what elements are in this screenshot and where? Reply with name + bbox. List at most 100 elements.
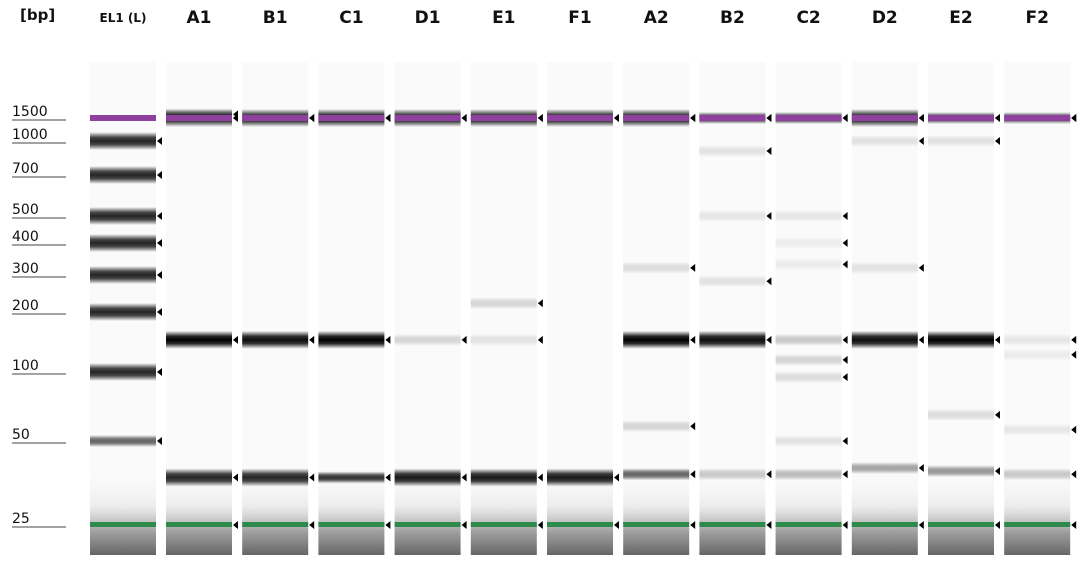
upper-marker: [470, 115, 537, 121]
upper-marker: [394, 115, 461, 121]
ladder-tick-label: 400: [12, 229, 39, 245]
sample-lane-label: E1: [492, 8, 516, 28]
band: [166, 468, 232, 487]
band-marker-arrow: [309, 521, 315, 529]
band-marker-arrow: [918, 137, 924, 145]
band-marker-arrow: [918, 464, 924, 473]
band: [90, 303, 156, 321]
band: [623, 468, 690, 481]
band: [775, 237, 842, 249]
band: [699, 145, 766, 158]
band-marker-arrow: [690, 114, 696, 122]
lower-marker: [90, 522, 156, 527]
ladder-tick-label: 1000: [12, 127, 48, 143]
lower-marker: [775, 522, 842, 527]
band: [318, 471, 385, 484]
band-marker-arrow: [918, 263, 924, 272]
band: [90, 435, 156, 447]
upper-marker: [242, 115, 309, 121]
band-marker-arrow: [614, 521, 619, 529]
ladder-tick-label: 100: [12, 358, 39, 374]
band-marker-arrow: [995, 467, 1000, 476]
band: [318, 330, 385, 349]
band: [775, 258, 842, 271]
sample-lane-label: A1: [186, 8, 212, 28]
band-marker-arrow: [1071, 350, 1077, 359]
band-marker-arrow: [995, 114, 1000, 122]
band-marker-arrow: [766, 470, 772, 479]
ladder-tick-label: 300: [12, 261, 39, 277]
sample-lane-E2: [928, 62, 1000, 555]
band: [242, 468, 309, 487]
band-marker-arrow: [157, 239, 162, 247]
band: [90, 363, 156, 381]
lower-marker: [699, 522, 766, 527]
band-marker-arrow: [157, 271, 162, 279]
band-marker-arrow: [385, 335, 391, 344]
band: [90, 266, 156, 284]
lower-marker: [470, 522, 537, 527]
band-marker-arrow: [918, 114, 924, 122]
band-marker-arrow: [842, 114, 848, 122]
band-marker-arrow: [690, 263, 696, 272]
band: [928, 330, 994, 349]
lower-marker: [394, 522, 461, 527]
upper-marker: [851, 115, 918, 121]
band-marker-arrow: [690, 521, 696, 529]
sample-lane-label: A2: [643, 8, 669, 28]
band: [775, 468, 842, 481]
band: [90, 166, 156, 184]
band-marker-arrow: [537, 299, 543, 308]
band: [623, 261, 690, 274]
sample-lane-label: C1: [339, 8, 364, 28]
band-marker-arrow: [157, 368, 162, 376]
ladder-tick-label: 500: [12, 202, 39, 218]
band: [470, 333, 537, 346]
band-marker-arrow: [537, 335, 543, 344]
band-marker-arrow: [157, 171, 162, 179]
band: [928, 135, 994, 147]
band: [1004, 348, 1071, 361]
lower-marker: [166, 522, 232, 527]
band-marker-arrow: [461, 473, 467, 482]
band: [90, 132, 156, 150]
band: [775, 333, 842, 346]
band-marker-arrow: [1071, 425, 1077, 434]
upper-marker: [928, 115, 994, 121]
ladder-lane: [90, 62, 162, 555]
band: [547, 468, 613, 487]
band-marker-arrow: [766, 335, 772, 344]
band-marker-arrow: [766, 212, 772, 220]
sample-lane-A1: [166, 62, 238, 555]
band: [775, 371, 842, 384]
band-marker-arrow: [842, 260, 848, 269]
band-marker-arrow: [918, 521, 924, 529]
sample-lane-label: D2: [871, 8, 898, 28]
band-marker-arrow: [614, 473, 619, 482]
sample-lane-label: F1: [568, 8, 592, 28]
ladder-tick-label: 50: [12, 427, 30, 443]
sample-lane-label: E2: [949, 8, 973, 28]
band-marker-arrow: [233, 473, 238, 482]
lower-marker: [623, 522, 690, 527]
band: [394, 468, 461, 487]
band: [90, 234, 156, 252]
band: [623, 420, 690, 433]
band: [928, 465, 994, 478]
band-marker-arrow: [842, 521, 848, 529]
lower-marker: [851, 522, 918, 527]
band-marker-arrow: [385, 114, 391, 122]
band-marker-arrow: [842, 373, 848, 382]
upper-marker: [318, 115, 385, 121]
band-marker-arrow: [842, 335, 848, 344]
band-marker-arrow: [842, 239, 848, 247]
band: [242, 330, 309, 349]
sample-lane-label: B1: [262, 8, 288, 28]
sample-lane-F2: [1004, 62, 1077, 555]
band-marker-arrow: [995, 137, 1000, 145]
band-marker-arrow: [157, 308, 162, 316]
band-marker-arrow: [918, 335, 924, 344]
band-marker-arrow: [614, 114, 619, 122]
band: [90, 207, 156, 225]
ladder-tick-label: 1500: [12, 104, 48, 120]
